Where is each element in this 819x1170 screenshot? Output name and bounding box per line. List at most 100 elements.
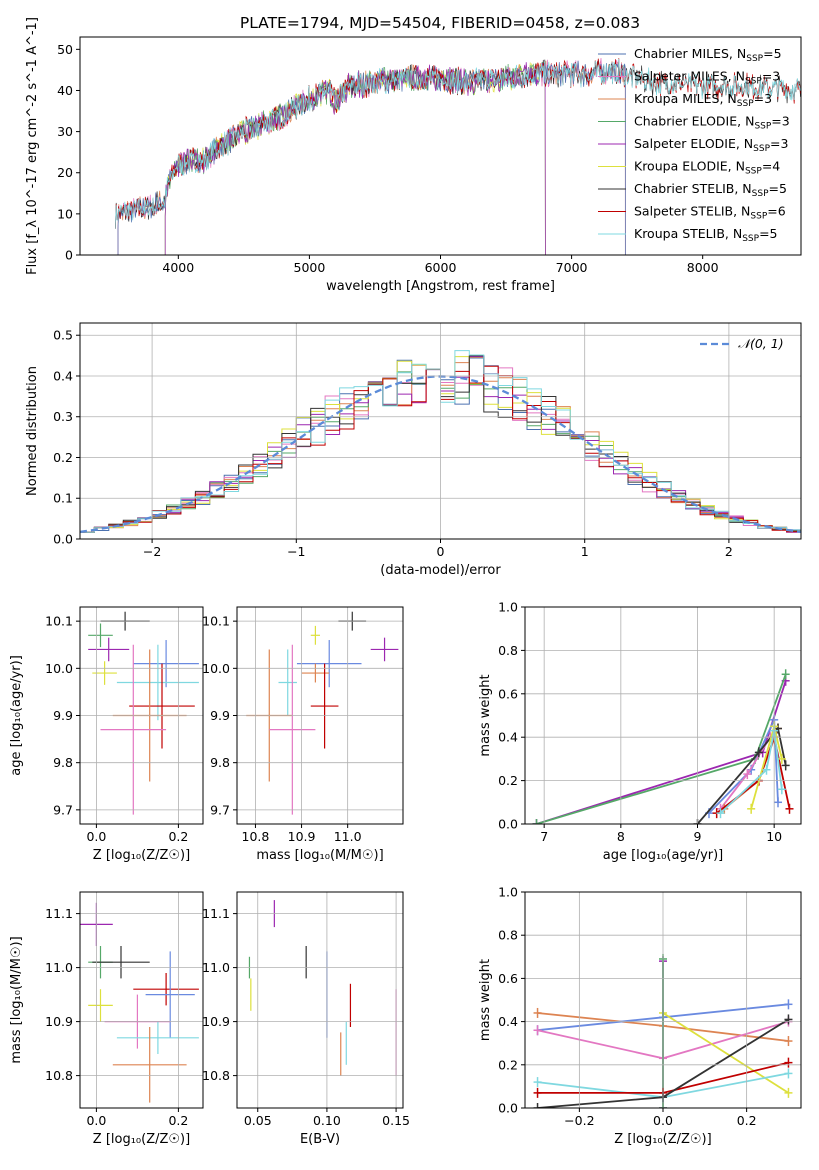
legend-entry: 𝒩(0, 1): [738, 336, 784, 351]
axes-frame: [79, 322, 802, 540]
tick-label-y: 1.0: [498, 885, 518, 900]
legend-subscript: SSP: [745, 77, 762, 87]
tick-label-x: 8000: [687, 260, 719, 275]
tick-label-x: 4000: [162, 260, 194, 275]
tick-label-x: 0.0: [86, 1113, 106, 1128]
tick-label-y: 11.0: [202, 960, 230, 975]
weight-series: [719, 730, 783, 814]
figure-title: PLATE=1794, MJD=54504, FIBERID=0458, z=0…: [240, 14, 640, 32]
tick-label-y: 0: [65, 248, 73, 263]
tick-label-y: 10.8: [45, 1068, 73, 1083]
legend-entry: Salpeter STELIB, NSSP=6: [634, 204, 786, 222]
tick-label-x: −2: [143, 544, 161, 559]
residuals-panel: −2 −1 0 1 2 0.0 0.1 0.2 0.3 0.4 0.5 (data-model)/er…: [25, 322, 802, 578]
y-axis-label: mass weight: [478, 959, 493, 1041]
axes-frame: [79, 36, 802, 256]
tick-label-x: 0.2: [168, 1113, 188, 1128]
spectrum-plot-area: [115, 57, 801, 255]
tick-label-y: 0.6: [498, 971, 518, 986]
axes-frame: [524, 606, 802, 825]
legend-entry: Kroupa STELIB, NSSP=5: [634, 226, 778, 244]
tick-label-x: 0.0: [86, 829, 106, 844]
mass-vs-Z-panel: 0.0 0.2 10.8 10.9 11.0 11.1 Z [log₁₀(Z/Z☉)] mas…: [9, 891, 204, 1147]
tick-label-y: 9.9: [53, 708, 73, 723]
x-axis-label: age [log₁₀(age/yr)]: [603, 848, 724, 863]
legend-tail: =3: [771, 114, 789, 129]
legend-tail: =4: [762, 159, 780, 174]
y-axis-label: mass [log₁₀(M/M☉)]: [9, 936, 24, 1063]
tick-label-y: 0.2: [53, 450, 73, 465]
weight-series: [662, 1012, 789, 1094]
tick-label-y: 50: [57, 42, 73, 57]
tick-label-x: 7000: [556, 260, 588, 275]
axes-frame: [236, 606, 404, 825]
tick-label-y: 0.6: [498, 686, 518, 701]
legend-tail: =3: [770, 136, 788, 151]
tick-label-x: 0.0: [653, 1113, 673, 1128]
mass-vs-EBV-panel: 0.05 0.10 0.15 10.8 10.9 11.0 11.1 E(B-V): [202, 891, 410, 1147]
tick-label-y: 0.4: [498, 730, 518, 745]
tick-label-y: 20: [57, 165, 73, 180]
tick-label-y: 0.8: [498, 643, 518, 658]
tick-label-y: 9.8: [210, 755, 230, 770]
legend-subscript: SSP: [737, 99, 754, 109]
tick-label-y: 0.4: [53, 368, 73, 383]
legend-tail: =3: [754, 91, 772, 106]
tick-label-y: 0.8: [498, 928, 518, 943]
axes-frame: [236, 891, 404, 1109]
axes-frame: [79, 891, 204, 1109]
tick-label-x: 11.0: [334, 829, 362, 844]
age-vs-Z-panel: 0.0 0.2 9.7 9.8 9.9 10.0 10.1 Z [log₁₀(Z/Z☉)] ag…: [9, 606, 204, 863]
spectrum-legend: Chabrier MILES, NSSP=5 Salpeter MILES, NS…: [598, 46, 790, 244]
weight-vs-age-panel: 7 8 9 10 0.0 0.2 0.4 0.6 0.8 1.0 age [log₁₀(age/yr…: [478, 600, 802, 863]
legend-subscript: SSP: [753, 144, 770, 154]
tick-label-y: 0.0: [498, 817, 518, 832]
tick-label-y: 10.9: [45, 1014, 73, 1029]
tick-label-y: 9.7: [210, 802, 230, 817]
legend-tail: =3: [762, 69, 780, 84]
tick-label-y: 10.8: [202, 1068, 230, 1083]
tick-label-y: 0.0: [53, 532, 73, 547]
tick-label-y: 10.1: [45, 614, 73, 629]
legend-subscript: SSP: [745, 167, 762, 177]
mass-vs-Z-plot-area: [80, 902, 199, 1103]
x-axis-label: E(B-V): [300, 1132, 340, 1147]
tick-label-y: 10: [57, 206, 73, 221]
legend-subscript: SSP: [752, 189, 769, 199]
legend-subscript: SSP: [750, 212, 767, 222]
tick-label-x: 5000: [294, 260, 326, 275]
age-vs-mass-panel: 10.8 10.9 11.0 9.7 9.8 9.9 10.0 10.1 mass [log₁₀…: [202, 606, 404, 863]
weight-series: [536, 673, 787, 824]
y-axis-label: age [log₁₀(age/yr)]: [9, 655, 24, 776]
tick-label-y: 0.5: [53, 328, 73, 343]
tick-label-x: 8: [617, 829, 625, 844]
tick-label-x: 0.15: [382, 1113, 410, 1128]
spectrum-line: [115, 58, 801, 229]
axes-frame: [524, 891, 802, 1109]
legend-entry: Chabrier ELODIE, NSSP=3: [634, 114, 790, 132]
tick-label-x: 10.9: [288, 829, 316, 844]
x-axis-label: mass [log₁₀(M/M☉)]: [256, 848, 383, 863]
tick-label-y: 0.2: [498, 1057, 518, 1072]
age-vs-mass-plot-area: [246, 611, 399, 815]
tick-label-y: 0.3: [53, 409, 73, 424]
tick-label-x: 0.2: [737, 1113, 757, 1128]
tick-label-x: 10: [766, 829, 782, 844]
legend-entry: Chabrier MILES, NSSP=5: [634, 46, 782, 64]
tick-label-y: 0.0: [498, 1101, 518, 1116]
tick-label-y: 0.1: [53, 491, 73, 506]
age-vs-Z-plot-area: [88, 611, 199, 815]
tick-label-x: 1: [581, 544, 589, 559]
tick-label-y: 11.0: [45, 960, 73, 975]
tick-label-x: −0.2: [564, 1113, 594, 1128]
legend-entry: Salpeter ELODIE, NSSP=3: [634, 136, 788, 154]
legend-tail: =5: [769, 181, 787, 196]
legend-entry: Kroupa ELODIE, NSSP=4: [634, 159, 780, 177]
y-axis-label: mass weight: [478, 674, 493, 756]
tick-label-y: 10.9: [202, 1014, 230, 1029]
tick-label-y: 1.0: [498, 600, 518, 615]
weight-series: [696, 726, 787, 824]
tick-label-y: 10.0: [45, 661, 73, 676]
tick-label-x: 6000: [425, 260, 457, 275]
